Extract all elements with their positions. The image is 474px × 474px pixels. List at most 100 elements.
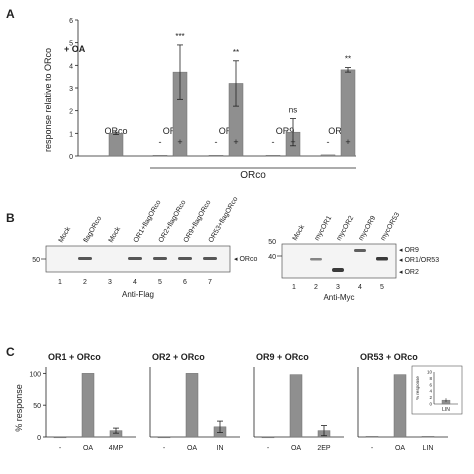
lane-label: flagORco xyxy=(83,215,104,244)
lane-label: OR1+flagORco xyxy=(133,199,163,244)
bar xyxy=(81,373,95,438)
blot-membrane-right xyxy=(281,243,397,279)
significance-label: ns xyxy=(289,106,297,115)
band-label-or1-or53: ◂ OR1/OR53 xyxy=(399,257,439,264)
sign-label: + xyxy=(290,137,295,147)
blot-band-or53 xyxy=(376,257,388,261)
inset-y-tick-label: 4 xyxy=(429,389,432,394)
significance-label: ** xyxy=(233,48,239,57)
inset-y-tick-label: 0 xyxy=(429,402,432,407)
blot-band xyxy=(203,257,217,260)
panel-a-group-label: ORco xyxy=(240,170,266,181)
bar xyxy=(265,155,281,157)
panel-label-b: B xyxy=(6,211,15,225)
sign-label: - xyxy=(272,137,275,147)
bar xyxy=(289,374,303,438)
y-tick-label: 3 xyxy=(69,86,73,93)
x-tick-label: - xyxy=(59,445,62,452)
inset-x-tick-label: LIN xyxy=(442,407,450,413)
panel-a-y-axis-label: response relative to ORco xyxy=(43,48,53,152)
inset-frame xyxy=(411,365,463,415)
lane-number: 4 xyxy=(133,279,137,286)
lane-label: mycOR1 xyxy=(314,215,334,242)
x-tick-label: OA xyxy=(291,445,301,452)
x-tick-label: 2EP xyxy=(317,445,331,452)
antibody-label-flag: Anti-Flag xyxy=(122,290,154,299)
inset-y-tick-label: 2 xyxy=(429,395,432,400)
lane-label: Mock xyxy=(58,226,73,244)
bar xyxy=(53,436,67,439)
band-label-orco: ◂ ORco xyxy=(234,256,257,263)
panel-label-c: C xyxy=(6,345,15,359)
lane-number: 6 xyxy=(183,279,187,286)
x-tick-label: - xyxy=(267,445,270,452)
y-tick-label: 100 xyxy=(29,371,41,378)
western-blot-anti-myc: 50 40 ◂ OR9 ◂ OR1/OR53 ◂ OR2 Anti-Myc Mo… xyxy=(268,211,439,302)
y-tick-label: 0 xyxy=(69,154,73,161)
lane-label: Mock xyxy=(292,224,307,242)
sign-label: + xyxy=(233,137,238,147)
panel-a-chart: + OA response relative to ORco ORco 0 1 2 3… xyxy=(43,18,356,181)
sign-label: - xyxy=(159,137,162,147)
lane-number: 1 xyxy=(292,284,296,291)
sign-label: + xyxy=(345,137,350,147)
bar xyxy=(185,373,199,438)
bar xyxy=(157,436,171,439)
marker-40-right: 40 xyxy=(268,254,276,261)
bar xyxy=(393,374,407,438)
group-label: OR1 xyxy=(163,126,182,136)
subpanel-title: OR53 + ORco xyxy=(360,352,418,362)
lane-number: 1 xyxy=(58,279,62,286)
x-tick-label: OA xyxy=(395,445,405,452)
group-label: ORco xyxy=(104,126,127,136)
inset-y-tick-label: 10 xyxy=(427,370,433,375)
western-blot-anti-flag: 50 ◂ ORco Anti-Flag Mock 1 flagORco 2 Mock 3 O… xyxy=(32,196,257,299)
bar xyxy=(152,155,168,157)
antibody-label-myc: Anti-Myc xyxy=(323,293,354,302)
lane-number: 2 xyxy=(83,279,87,286)
significance-label: ** xyxy=(345,55,351,64)
y-tick-label: 50 xyxy=(33,403,41,410)
group-label: OR9 xyxy=(276,126,295,136)
y-tick-label: 6 xyxy=(69,18,73,25)
marker-50-left: 50 xyxy=(32,257,40,264)
y-tick-label: 4 xyxy=(69,63,73,70)
bar xyxy=(261,436,275,439)
subpanel-title: OR1 + ORco xyxy=(48,352,101,362)
lane-label: mycOR9 xyxy=(358,215,378,242)
blot-band-or1 xyxy=(310,258,322,261)
lane-label: OR2+flagORco xyxy=(158,199,188,244)
y-tick-label: 2 xyxy=(69,109,73,116)
group-label: OR2 xyxy=(219,126,238,136)
sign-label: + xyxy=(177,137,182,147)
bar xyxy=(365,436,379,438)
blot-band xyxy=(153,257,167,260)
panel-label-a: A xyxy=(6,7,15,21)
lane-number: 4 xyxy=(358,284,362,291)
panel-a-treatment-label: + OA xyxy=(64,44,86,54)
x-tick-label: OA xyxy=(83,445,93,452)
x-tick-label: - xyxy=(163,445,166,452)
subpanel-title: OR9 + ORco xyxy=(256,352,309,362)
y-tick-label: 1 xyxy=(69,131,73,138)
lane-label: OR9+flagORco xyxy=(183,199,213,244)
x-tick-label: IN xyxy=(217,445,224,452)
sign-label: - xyxy=(215,137,218,147)
blot-band-or9 xyxy=(354,249,366,252)
lane-number: 5 xyxy=(158,279,162,286)
blot-band-or2 xyxy=(332,268,344,272)
y-tick-label: 0 xyxy=(37,435,41,442)
sign-label: - xyxy=(327,137,330,147)
group-label: OR53 xyxy=(328,126,352,136)
bar xyxy=(208,155,224,157)
blot-band xyxy=(78,257,92,260)
marker-50-right: 50 xyxy=(268,239,276,246)
panel-c-y-axis-label: % response xyxy=(14,384,24,432)
band-label-or9: ◂ OR9 xyxy=(399,247,419,254)
bar xyxy=(320,154,336,157)
band-label-or2: ◂ OR2 xyxy=(399,269,419,276)
y-tick-label: 5 xyxy=(69,41,73,48)
lane-number: 3 xyxy=(108,279,112,286)
